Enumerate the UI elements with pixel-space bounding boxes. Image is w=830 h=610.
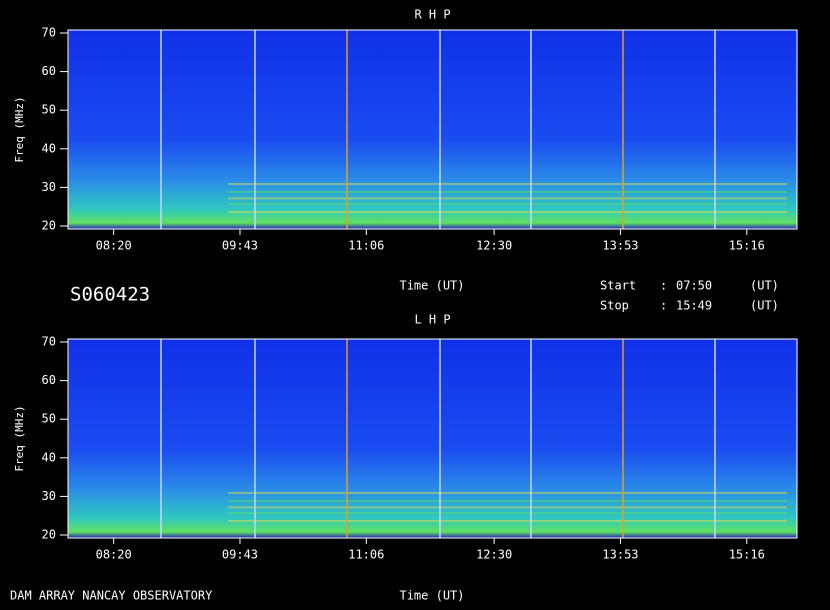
- x-tick-label: 11:06: [348, 239, 384, 253]
- separator: :: [660, 299, 667, 313]
- emission-band: [228, 512, 787, 514]
- x-tick-label: 11:06: [348, 548, 384, 562]
- x-tick-label: 09:43: [222, 239, 258, 253]
- x-tick-label: 08:20: [96, 548, 132, 562]
- y-axis-label: Freq (MHz): [13, 405, 26, 471]
- plot-frame: [67, 338, 798, 539]
- y-tick-label: 30: [42, 180, 56, 194]
- y-tick-label: 70: [42, 335, 56, 349]
- x-tick-label: 08:20: [96, 239, 132, 253]
- y-tick-label: 40: [42, 450, 56, 464]
- emission-band: [228, 191, 787, 193]
- x-axis-label: Time (UT): [399, 589, 464, 603]
- stop-label: Stop: [600, 299, 629, 313]
- y-tick-label: 70: [42, 26, 56, 40]
- x-axis-label: Time (UT): [399, 279, 464, 293]
- emission-band: [228, 211, 787, 213]
- emission-band: [228, 203, 787, 205]
- panel-title: L H P: [414, 313, 450, 327]
- y-tick-label: 50: [42, 412, 56, 426]
- emission-band: [228, 506, 787, 509]
- footer: DAM ARRAY NANCAY OBSERVATORY: [10, 589, 213, 603]
- y-tick-label: 60: [42, 64, 56, 78]
- x-tick-label: 12:30: [476, 548, 512, 562]
- emission-band: [228, 492, 787, 494]
- unit: (UT): [750, 299, 779, 313]
- observation-id: S060423: [70, 284, 150, 306]
- x-tick-label: 13:53: [602, 239, 638, 253]
- y-tick-label: 20: [42, 219, 56, 233]
- emission-band: [228, 183, 787, 185]
- panel-title: R H P: [414, 8, 450, 22]
- y-tick-label: 20: [42, 528, 56, 542]
- x-tick-label: 12:30: [476, 239, 512, 253]
- y-axis-label: Freq (MHz): [13, 96, 26, 162]
- emission-band: [228, 520, 787, 522]
- y-tick-label: 60: [42, 373, 56, 387]
- stop-time: 15:49: [676, 299, 712, 313]
- y-tick-label: 40: [42, 141, 56, 155]
- spectrogram-image: [68, 339, 797, 538]
- x-tick-label: 15:16: [729, 548, 765, 562]
- unit: (UT): [750, 279, 779, 293]
- spectrogram-image: [68, 30, 797, 229]
- plot-frame: [67, 29, 798, 230]
- separator: :: [660, 279, 667, 293]
- start-label: Start: [600, 279, 636, 293]
- x-tick-label: 13:53: [602, 548, 638, 562]
- emission-band: [228, 197, 787, 200]
- y-tick-label: 30: [42, 489, 56, 503]
- x-tick-label: 15:16: [729, 239, 765, 253]
- start-time: 07:50: [676, 279, 712, 293]
- emission-band: [228, 500, 787, 502]
- y-tick-label: 50: [42, 103, 56, 117]
- x-tick-label: 09:43: [222, 548, 258, 562]
